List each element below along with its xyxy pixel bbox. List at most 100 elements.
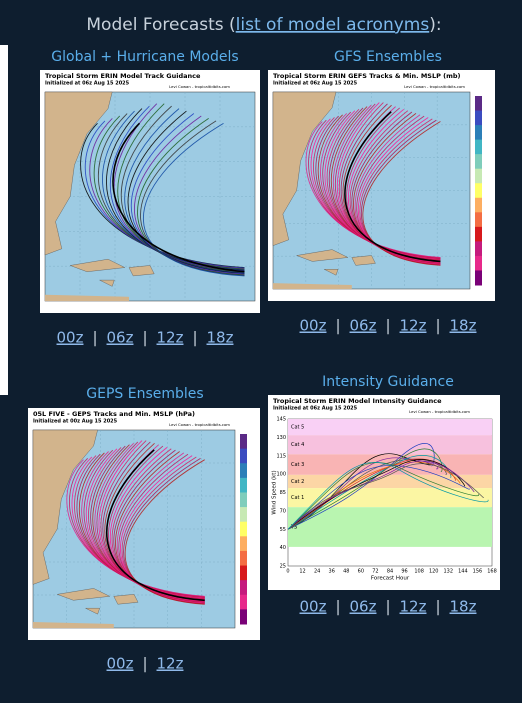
x-tick-label: 96 bbox=[401, 569, 407, 575]
category-label: Cat 2 bbox=[291, 479, 304, 485]
x-tick-label: 24 bbox=[314, 569, 320, 575]
image-credit: Levi Cowan - tropicaltidbits.com bbox=[169, 422, 230, 427]
forecast-image[interactable]: Tropical Storm ERIN Model Intensity Guid… bbox=[268, 395, 500, 590]
colorbar-cell bbox=[475, 197, 482, 213]
run-link[interactable]: 18z bbox=[450, 598, 477, 616]
x-tick-label: 60 bbox=[358, 569, 364, 575]
image-title: Tropical Storm ERIN GEFS Tracks & Min. M… bbox=[273, 72, 461, 80]
y-tick-label: 25 bbox=[280, 564, 286, 570]
run-link[interactable]: 00z bbox=[57, 329, 84, 347]
category-band bbox=[288, 435, 492, 455]
colorbar-cell bbox=[475, 96, 482, 112]
track-line bbox=[84, 120, 245, 269]
intensity-line bbox=[287, 443, 435, 530]
category-label: Cat 1 bbox=[291, 495, 304, 501]
forecast-image[interactable]: 05L FIVE - GEPS Tracks and Min. MSLP (hP… bbox=[28, 408, 260, 640]
cut-off-panel bbox=[0, 45, 8, 395]
colorbar-cell bbox=[240, 448, 247, 464]
y-tick-label: 130 bbox=[276, 435, 286, 441]
intensity-line bbox=[287, 465, 470, 530]
intensity-line bbox=[287, 461, 489, 530]
x-tick-label: 12 bbox=[299, 569, 305, 575]
category-label: TS bbox=[290, 525, 297, 531]
run-link[interactable]: 12z bbox=[157, 329, 184, 347]
track-line bbox=[140, 120, 245, 276]
forecast-image[interactable]: Tropical Storm ERIN Model Track Guidance… bbox=[40, 70, 260, 313]
panel-title: Intensity Guidance bbox=[322, 374, 454, 390]
category-band bbox=[288, 419, 492, 436]
forecast-image[interactable]: Tropical Storm ERIN GEFS Tracks & Min. M… bbox=[268, 70, 495, 301]
link-separator: | bbox=[385, 598, 390, 616]
map-land bbox=[324, 269, 339, 276]
panel-title: GFS Ensembles bbox=[334, 49, 442, 65]
x-tick-label: 84 bbox=[387, 569, 393, 575]
run-link[interactable]: 18z bbox=[450, 317, 477, 335]
run-link[interactable]: 18z bbox=[207, 329, 234, 347]
colorbar-cell bbox=[475, 154, 482, 170]
link-separator: | bbox=[192, 329, 197, 347]
x-tick-label: 144 bbox=[458, 569, 468, 575]
colorbar-cell bbox=[240, 434, 247, 450]
category-label: Cat 4 bbox=[291, 442, 304, 448]
track-line bbox=[106, 108, 245, 271]
x-tick-label: 108 bbox=[414, 569, 424, 575]
x-tick-label: 36 bbox=[329, 569, 335, 575]
y-tick-label: 70 bbox=[280, 508, 286, 514]
track-line bbox=[131, 113, 245, 275]
panel-title: GEPS Ensembles bbox=[86, 386, 203, 402]
x-axis-label: Forecast Hour bbox=[371, 576, 410, 582]
run-link[interactable]: 00z bbox=[300, 317, 327, 335]
map-land bbox=[128, 265, 155, 277]
track-line bbox=[80, 123, 245, 269]
track-line bbox=[124, 459, 205, 605]
run-link[interactable]: 00z bbox=[300, 598, 327, 616]
map-land bbox=[113, 594, 139, 605]
colorbar-cell bbox=[475, 183, 482, 199]
image-title: 05L FIVE - GEPS Tracks and Min. MSLP (hP… bbox=[33, 410, 195, 418]
intensity-line bbox=[287, 463, 484, 530]
colorbar-cell bbox=[475, 168, 482, 184]
y-tick-label: 115 bbox=[276, 453, 286, 459]
run-link[interactable]: 06z bbox=[107, 329, 134, 347]
link-separator: | bbox=[335, 598, 340, 616]
acronyms-link[interactable]: list of model acronyms bbox=[236, 15, 430, 35]
intensity-line bbox=[287, 460, 475, 530]
category-label: Cat 5 bbox=[291, 425, 304, 431]
x-tick-label: 72 bbox=[372, 569, 378, 575]
map-land bbox=[351, 255, 376, 266]
intensity-line bbox=[287, 458, 456, 530]
run-link[interactable]: 12z bbox=[157, 655, 184, 673]
image-credit: Levi Cowan - tropicaltidbits.com bbox=[404, 84, 465, 89]
colorbar-cell bbox=[240, 609, 247, 625]
map-land bbox=[273, 283, 352, 289]
track-line bbox=[120, 105, 245, 273]
map-land bbox=[45, 294, 129, 301]
category-band bbox=[288, 507, 492, 547]
run-link[interactable]: 06z bbox=[350, 317, 377, 335]
run-link[interactable]: 12z bbox=[400, 317, 427, 335]
map-land bbox=[99, 279, 115, 287]
map-land bbox=[69, 258, 126, 272]
colorbar-cell bbox=[240, 536, 247, 552]
map-land bbox=[33, 622, 114, 628]
colorbar-cell bbox=[475, 125, 482, 141]
run-link[interactable]: 12z bbox=[400, 598, 427, 616]
x-tick-label: 156 bbox=[473, 569, 483, 575]
run-link[interactable]: 00z bbox=[107, 655, 134, 673]
y-tick-label: 85 bbox=[280, 490, 286, 496]
map-land bbox=[272, 91, 337, 246]
colorbar-cell bbox=[240, 565, 247, 581]
image-subtitle: Initialized at 00z Aug 15 2025 bbox=[33, 419, 118, 425]
image-title: Tropical Storm ERIN Model Intensity Guid… bbox=[273, 397, 442, 405]
intensity-line bbox=[287, 459, 466, 530]
colorbar-cell bbox=[240, 550, 247, 567]
x-tick-label: 132 bbox=[444, 569, 454, 575]
image-credit: Levi Cowan - tropicaltidbits.com bbox=[169, 84, 230, 89]
colorbar-cell bbox=[240, 594, 247, 610]
image-credit: Levi Cowan - tropicaltidbits.com bbox=[409, 409, 470, 414]
run-link[interactable]: 06z bbox=[350, 598, 377, 616]
colorbar-cell bbox=[240, 492, 247, 508]
link-separator: | bbox=[142, 655, 147, 673]
link-separator: | bbox=[142, 329, 147, 347]
